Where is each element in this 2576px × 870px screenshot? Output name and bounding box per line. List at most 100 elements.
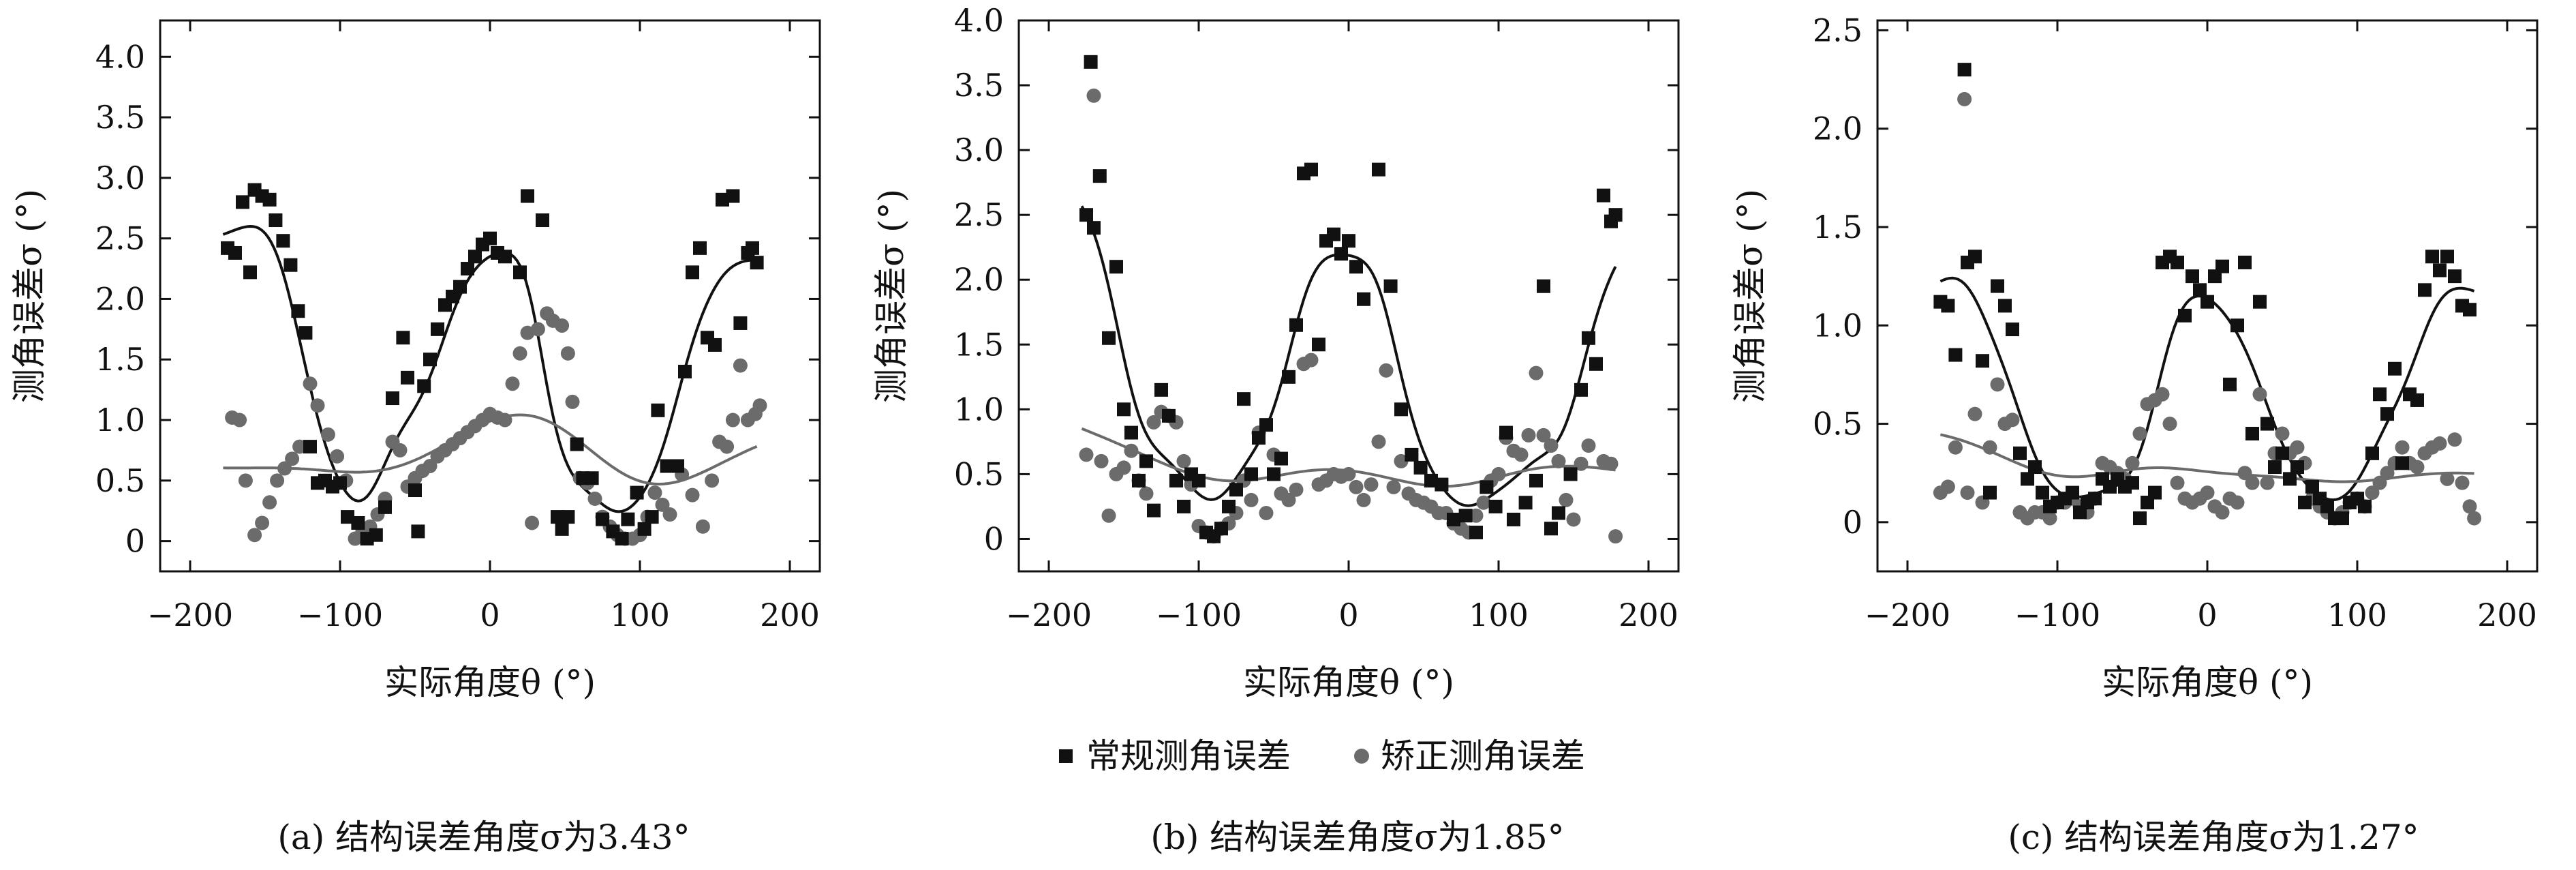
y-tick-label: 1.0 <box>954 391 1004 427</box>
normal-error-point <box>423 352 437 367</box>
corrected-error-point <box>2440 471 2455 486</box>
normal-error-point <box>1563 467 1578 481</box>
corrected-error-point <box>1521 427 1536 442</box>
normal-error-point <box>1479 480 1494 494</box>
normal-error-point <box>2201 295 2214 309</box>
corrected-error-point <box>2410 460 2425 475</box>
corrected-error-point <box>2365 485 2380 500</box>
normal-error-point <box>1079 208 1093 222</box>
normal-error-point <box>513 265 527 280</box>
corrected-error-point <box>525 515 540 530</box>
y-tick-label: 3.0 <box>954 132 1004 168</box>
normal-error-point <box>369 528 383 542</box>
normal-error-point <box>1267 467 1281 481</box>
x-tick-label: 0 <box>2197 597 2217 633</box>
normal-error-point <box>645 510 659 524</box>
normal-error-point <box>1983 485 1997 500</box>
corrected-error-point <box>238 473 253 488</box>
corrected-error-point <box>2395 440 2410 455</box>
normal-error-point <box>1372 162 1385 177</box>
corrected-error-point <box>1289 482 1304 497</box>
corrected-error-point <box>530 322 545 337</box>
corrected-error-point <box>1259 505 1274 520</box>
normal-error-point <box>1229 483 1243 497</box>
normal-error-point <box>2036 485 2049 500</box>
corrected-error-point <box>1574 456 1589 471</box>
normal-error-point <box>1394 402 1408 417</box>
normal-error-point <box>1608 208 1623 222</box>
normal-error-point <box>1424 473 1438 487</box>
corrected-error-point <box>2447 432 2462 447</box>
corrected-error-point <box>2237 466 2252 481</box>
normal-error-point <box>1552 506 1565 520</box>
y-tick-label: 2.5 <box>1813 12 1862 48</box>
normal-error-point <box>341 510 354 524</box>
corrected-error-point <box>1349 479 1364 494</box>
panels: −200 −100 0 100 200 0 0.5 1.0 1.5 2.0 2.5 3.0 3.5 4.0… <box>10 2 2539 857</box>
normal-error-point <box>1991 279 2004 293</box>
x-tick-label: 0 <box>1338 597 1358 633</box>
corrected-error-point <box>1371 434 1386 449</box>
x-tick-label: −200 <box>1006 597 1092 633</box>
x-tick-label: 200 <box>2477 597 2537 633</box>
normal-error-point <box>1518 496 1533 510</box>
normal-error-point <box>2463 303 2477 317</box>
corrected-error-point <box>725 412 740 427</box>
normal-error-point <box>276 234 290 248</box>
corrected-error-point <box>1990 377 2005 392</box>
corrected-error-point <box>1124 443 1139 458</box>
corrected-error-point <box>2380 466 2395 481</box>
normal-error-point <box>1192 473 1206 487</box>
corrected-error-point <box>1514 447 1529 462</box>
normal-error-point <box>431 322 444 336</box>
normal-error-point <box>1349 260 1363 274</box>
normal-error-point <box>1289 318 1303 332</box>
normal-fit-curve <box>1080 205 1617 507</box>
corrected-error-point <box>247 528 262 543</box>
y-tick-label: 1.5 <box>954 326 1004 363</box>
normal-error-point <box>2230 318 2244 333</box>
normal-error-point <box>1435 477 1449 492</box>
corrected-error-point <box>1566 512 1581 527</box>
x-tick-label: 100 <box>610 597 670 633</box>
corrected-error-point <box>1581 438 1596 453</box>
normal-error-point <box>693 241 707 255</box>
y-tick-label: 1.0 <box>95 402 145 438</box>
normal-error-point <box>1214 522 1228 536</box>
x-tick-label: 200 <box>1619 597 1678 633</box>
normal-error-point <box>283 258 298 272</box>
normal-error-point <box>236 195 249 209</box>
plot-frame <box>1017 19 1680 573</box>
normal-error-point <box>551 510 564 524</box>
y-tick-label: 2.0 <box>1813 110 1862 147</box>
normal-error-point <box>1589 357 1603 371</box>
normal-error-point <box>1259 418 1273 432</box>
normal-error-point <box>2320 499 2334 513</box>
normal-error-point <box>2305 479 2319 494</box>
normal-error-point <box>1304 162 1318 177</box>
panel-3: −200 −100 0 100 200 0 0.5 1.0 1.5 2.0 2.5 实际角度θ (°)… <box>1730 12 2539 857</box>
y-tick-label: 2.5 <box>954 196 1004 233</box>
normal-error-point <box>396 331 410 345</box>
normal-error-point <box>621 512 635 526</box>
normal-error-point <box>2365 446 2379 460</box>
normal-error-point <box>570 437 584 451</box>
normal-error-point <box>2088 492 2102 506</box>
normal-error-point <box>1102 331 1116 345</box>
normal-error-point <box>2028 460 2042 475</box>
normal-error-point <box>1447 512 1460 526</box>
normal-error-point <box>2425 250 2439 264</box>
corrected-error-point <box>1379 363 1394 378</box>
normal-error-point <box>2275 446 2289 460</box>
normal-error-point <box>733 316 748 330</box>
normal-error-point <box>1124 425 1138 440</box>
corrected-error-point <box>1476 495 1491 510</box>
normal-error-point <box>708 338 722 352</box>
corrected-error-point <box>2005 412 2020 427</box>
normal-error-point <box>2238 255 2252 269</box>
normal-error-point <box>2335 511 2349 526</box>
y-tick-label: 1.5 <box>1813 209 1862 245</box>
normal-error-point <box>1469 525 1483 539</box>
corrected-error-point <box>497 412 512 427</box>
